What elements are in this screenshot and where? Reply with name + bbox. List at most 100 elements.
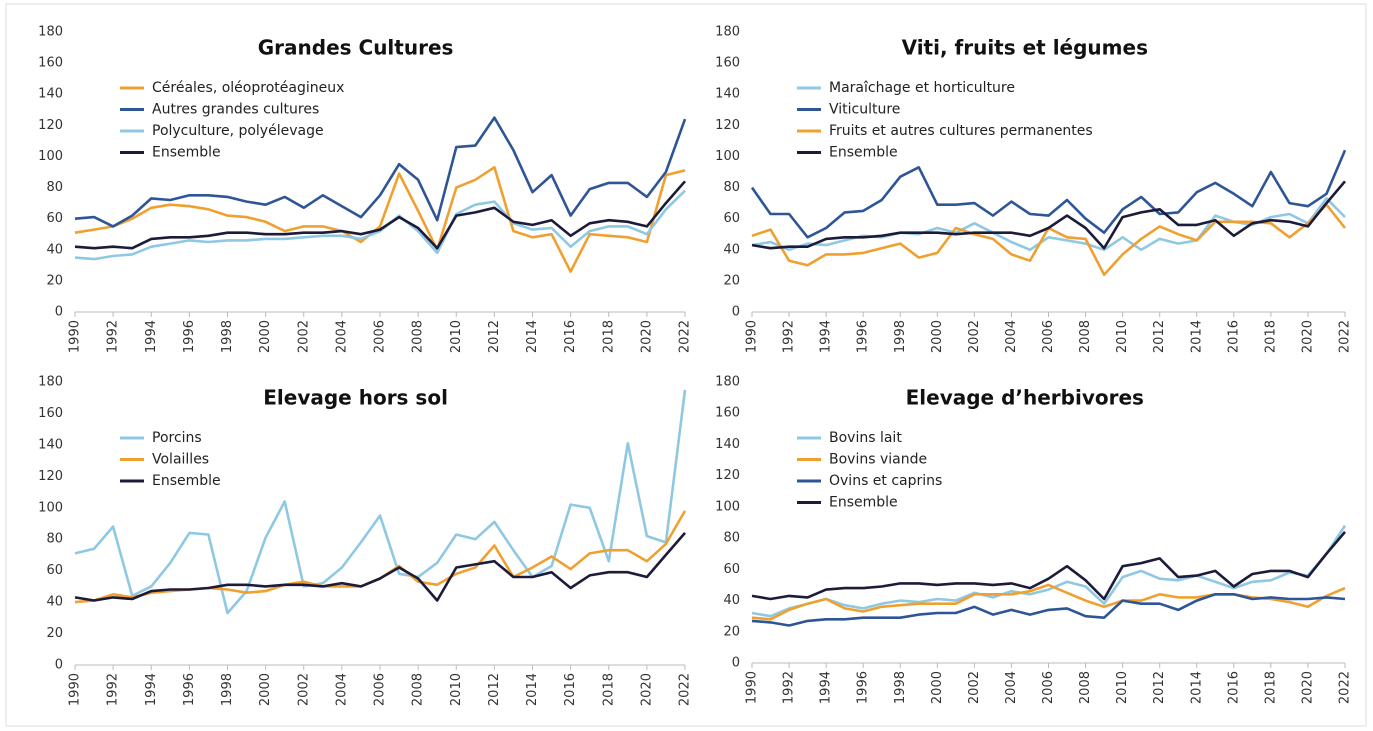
legend-label: Ensemble: [152, 473, 221, 489]
y-tick-label: 120: [715, 468, 740, 483]
y-tick-label: 180: [38, 25, 63, 40]
x-tick-label: 2020: [1300, 320, 1315, 353]
x-tick-label: 2008: [1078, 671, 1093, 704]
y-tick-label: 0: [55, 658, 63, 673]
x-tick-label: 1998: [893, 320, 908, 353]
x-tick-label: 2014: [1189, 671, 1204, 704]
x-tick-label: 1990: [68, 673, 83, 706]
y-tick-label: 100: [38, 149, 63, 164]
y-tick-label: 0: [732, 656, 740, 671]
x-tick-label: 1994: [819, 320, 834, 353]
x-tick-label: 1992: [106, 673, 121, 706]
y-tick-label: 100: [715, 149, 740, 164]
y-tick-label: 20: [723, 273, 740, 288]
line-series: [750, 149, 1347, 239]
y-tick-label: 180: [715, 25, 740, 40]
x-tick-label: 2010: [1115, 671, 1130, 704]
x-tick-label: 2014: [525, 673, 540, 706]
x-tick-label: 2020: [639, 673, 654, 706]
x-tick-label: 2020: [1300, 671, 1315, 704]
y-tick-label: 60: [723, 562, 740, 577]
x-tick-label: 2004: [334, 320, 349, 353]
legend-label: Maraîchage et horticulture: [829, 80, 1015, 96]
y-tick-label: 180: [38, 375, 63, 390]
y-tick-label: 140: [715, 437, 740, 452]
chart-title: Viti, fruits et légumes: [902, 36, 1148, 60]
x-tick-label: 2006: [373, 320, 388, 353]
x-tick-label: 2002: [296, 320, 311, 353]
y-tick-label: 140: [38, 87, 63, 102]
y-tick-label: 160: [38, 56, 63, 71]
x-tick-label: 2008: [411, 320, 426, 353]
chart-title: Elevage d’herbivores: [906, 386, 1144, 410]
y-tick-label: 180: [715, 375, 740, 390]
x-tick-label: 2018: [1263, 320, 1278, 353]
line-series: [751, 197, 1346, 252]
frame: [5, 3, 1367, 727]
x-tick-label: 1998: [220, 673, 235, 706]
legend-label: Fruits et autres cultures permanentes: [829, 123, 1093, 139]
y-tick-label: 80: [723, 180, 740, 195]
x-tick-label: 2008: [1078, 320, 1093, 353]
x-tick-label: 2006: [373, 673, 388, 706]
line-series: [751, 531, 1346, 601]
y-tick-label: 160: [715, 56, 740, 71]
x-tick-label: 2016: [563, 320, 578, 353]
line-series: [74, 166, 686, 273]
y-tick-label: 160: [38, 406, 63, 421]
y-tick-label: 0: [732, 305, 740, 320]
line-series: [74, 389, 687, 615]
x-tick-label: 2004: [1004, 320, 1019, 353]
y-tick-label: 120: [715, 118, 740, 133]
x-tick-label: 2018: [601, 320, 616, 353]
x-tick-label: 2000: [258, 320, 273, 353]
legend-label: Viticulture: [829, 102, 900, 118]
y-tick-label: 120: [38, 469, 63, 484]
x-tick-label: 1990: [745, 320, 760, 353]
x-tick-label: 1996: [856, 320, 871, 353]
x-tick-label: 2016: [1226, 671, 1241, 704]
x-tick-label: 2016: [563, 673, 578, 706]
y-tick-label: 100: [715, 499, 740, 514]
y-tick-label: 20: [723, 624, 740, 639]
y-tick-label: 40: [723, 593, 740, 608]
x-tick-label: 1994: [144, 320, 159, 353]
x-tick-label: 2018: [1263, 671, 1278, 704]
legend-label: Ensemble: [829, 495, 898, 511]
x-tick-label: 2012: [487, 320, 502, 353]
x-tick-label: 2022: [1338, 320, 1353, 353]
x-tick-label: 1994: [144, 673, 159, 706]
x-tick-label: 1992: [782, 671, 797, 704]
x-tick-label: 2014: [1189, 320, 1204, 353]
y-tick-label: 140: [38, 437, 63, 452]
line-series: [74, 180, 686, 250]
line-series: [751, 180, 1346, 250]
y-tick-label: 80: [46, 532, 63, 547]
line-series: [74, 510, 687, 604]
x-tick-label: 2004: [1004, 671, 1019, 704]
x-tick-label: 2006: [1041, 320, 1056, 353]
x-tick-label: 2002: [296, 673, 311, 706]
y-tick-label: 20: [46, 626, 63, 641]
legend-label: Céréales, oléoprotéagineux: [152, 80, 344, 96]
legend-label: Ovins et caprins: [829, 473, 942, 489]
y-tick-label: 40: [46, 595, 63, 610]
x-tick-label: 1990: [745, 671, 760, 704]
legend-label: Polyculture, polyélevage: [152, 123, 324, 139]
y-tick-label: 80: [723, 531, 740, 546]
chart-title: Elevage hors sol: [263, 386, 448, 410]
line-series: [751, 593, 1346, 627]
legend-label: Ensemble: [829, 145, 898, 161]
x-tick-label: 2012: [1152, 671, 1167, 704]
x-tick-label: 2012: [1152, 320, 1167, 353]
x-tick-label: 2022: [678, 320, 693, 353]
x-tick-label: 2000: [258, 673, 273, 706]
x-tick-label: 1990: [68, 320, 83, 353]
x-tick-label: 2010: [449, 673, 464, 706]
y-tick-label: 0: [55, 305, 63, 320]
x-tick-label: 1992: [782, 320, 797, 353]
x-tick-label: 2018: [601, 673, 616, 706]
x-tick-label: 2004: [334, 673, 349, 706]
x-tick-label: 1996: [182, 673, 197, 706]
